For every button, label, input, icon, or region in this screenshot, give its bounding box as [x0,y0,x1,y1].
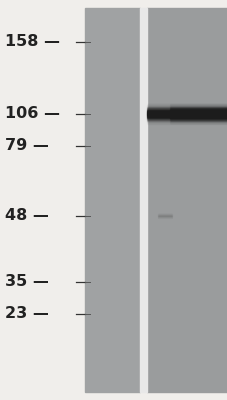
Bar [85,8,140,392]
Text: 48 —: 48 — [5,208,48,224]
Text: 158 —: 158 — [5,34,59,50]
Text: 106 —: 106 — [5,106,59,122]
Bar [146,8,227,392]
Text: 35 —: 35 — [5,274,48,290]
Text: 79 —: 79 — [5,138,48,154]
Bar [140,8,146,392]
Text: 23 —: 23 — [5,306,48,322]
